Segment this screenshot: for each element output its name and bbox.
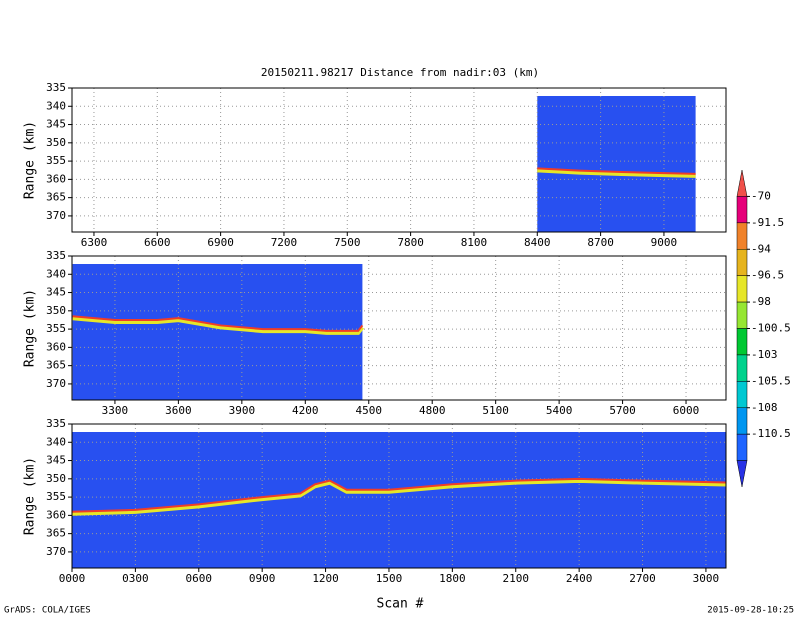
y-tick-label: 350 bbox=[46, 472, 66, 485]
x-tick-label: 0600 bbox=[186, 572, 213, 585]
colorbar-label: -108 bbox=[751, 401, 778, 414]
colorbar-swatch bbox=[736, 460, 748, 488]
y-tick-label: 350 bbox=[46, 136, 66, 149]
x-tick-label: 6300 bbox=[81, 236, 108, 249]
surface-echo bbox=[72, 315, 364, 332]
x-tick-label: 8400 bbox=[524, 236, 551, 249]
footer-left: GrADS: COLA/IGES bbox=[4, 606, 91, 616]
surface-echo-halo bbox=[537, 168, 696, 178]
x-tick-label: 2700 bbox=[629, 572, 656, 585]
y-tick-label: 360 bbox=[46, 508, 66, 521]
x-tick-label: 3300 bbox=[102, 404, 129, 417]
x-tick-label: 8700 bbox=[587, 236, 614, 249]
x-tick-label: 7800 bbox=[397, 236, 424, 249]
x-tick-label: 7500 bbox=[334, 236, 361, 249]
surface-echo-halo bbox=[71, 478, 727, 516]
x-tick-label: 4500 bbox=[356, 404, 383, 417]
colorbar-swatch bbox=[736, 275, 748, 303]
x-tick-label: 0300 bbox=[122, 572, 149, 585]
colorbar-label: -103 bbox=[751, 348, 778, 361]
x-tick-label: 4200 bbox=[292, 404, 319, 417]
colorbar-swatch bbox=[736, 222, 748, 250]
y-tick-label: 335 bbox=[46, 81, 66, 94]
y-tick-label: 365 bbox=[46, 359, 66, 372]
y-tick-label: 345 bbox=[46, 286, 66, 299]
y-tick-label: 340 bbox=[46, 267, 66, 280]
x-tick-label: 1800 bbox=[439, 572, 466, 585]
x-tick-label: 6900 bbox=[207, 236, 234, 249]
y-axis-label: Range (km) bbox=[23, 121, 38, 199]
x-tick-label: 3600 bbox=[165, 404, 192, 417]
colorbar-label: -105.5 bbox=[751, 374, 791, 387]
x-tick-label: 0000 bbox=[59, 572, 86, 585]
colorbar-swatch bbox=[736, 433, 748, 461]
colorbar-swatch bbox=[736, 354, 748, 382]
colorbar-label: -94 bbox=[751, 242, 771, 255]
x-tick-label: 8100 bbox=[461, 236, 488, 249]
y-tick-label: 360 bbox=[46, 340, 66, 353]
y-tick-label: 340 bbox=[46, 435, 66, 448]
y-tick-label: 355 bbox=[46, 322, 66, 335]
data-coverage bbox=[537, 96, 696, 232]
y-tick-label: 370 bbox=[46, 209, 66, 222]
surface-echo bbox=[71, 477, 727, 513]
plot-frame bbox=[71, 87, 727, 233]
colorbar-label: -96.5 bbox=[751, 269, 784, 282]
x-tick-label: 6000 bbox=[673, 404, 700, 417]
x-tick-label: 7200 bbox=[271, 236, 298, 249]
colorbar-label: -110.5 bbox=[751, 427, 791, 440]
colorbar-label: -70 bbox=[751, 189, 771, 202]
x-tick-label: 6600 bbox=[144, 236, 171, 249]
x-tick-label: 3900 bbox=[229, 404, 256, 417]
plot-frame bbox=[71, 255, 727, 401]
data-coverage bbox=[72, 432, 726, 568]
y-tick-label: 335 bbox=[46, 417, 66, 430]
y-tick-label: 355 bbox=[46, 490, 66, 503]
colorbar-swatch bbox=[736, 169, 748, 197]
y-tick-label: 345 bbox=[46, 454, 66, 467]
y-axis-label: Range (km) bbox=[23, 289, 38, 367]
y-tick-label: 355 bbox=[46, 154, 66, 167]
x-tick-label: 4800 bbox=[419, 404, 446, 417]
x-tick-label: 5700 bbox=[609, 404, 636, 417]
colorbar-swatch bbox=[736, 407, 748, 435]
x-tick-label: 5400 bbox=[546, 404, 573, 417]
plot-frame bbox=[71, 423, 727, 569]
y-axis-label: Range (km) bbox=[23, 457, 38, 535]
x-tick-label: 5100 bbox=[482, 404, 509, 417]
y-tick-label: 365 bbox=[46, 191, 66, 204]
y-tick-label: 345 bbox=[46, 118, 66, 131]
x-tick-label: 3000 bbox=[693, 572, 720, 585]
colorbar-swatch bbox=[736, 328, 748, 356]
x-tick-label: 2400 bbox=[566, 572, 593, 585]
y-tick-label: 340 bbox=[46, 99, 66, 112]
x-tick-label: 9000 bbox=[651, 236, 678, 249]
footer-right: 2015-09-28-10:25 bbox=[707, 606, 794, 616]
colorbar-swatch bbox=[736, 381, 748, 409]
y-tick-label: 370 bbox=[46, 545, 66, 558]
x-tick-label: 0900 bbox=[249, 572, 276, 585]
surface-echo bbox=[537, 167, 696, 175]
title: 20150211.98217 Distance from nadir:03 (k… bbox=[261, 66, 539, 79]
y-tick-label: 370 bbox=[46, 377, 66, 390]
y-tick-label: 365 bbox=[46, 527, 66, 540]
colorbar-label: -98 bbox=[751, 295, 771, 308]
colorbar-swatch bbox=[736, 301, 748, 329]
colorbar-label: -91.5 bbox=[751, 216, 784, 229]
x-tick-label: 1500 bbox=[376, 572, 403, 585]
x-tick-label: 1200 bbox=[312, 572, 339, 585]
colorbar-swatch bbox=[736, 249, 748, 276]
surface-echo-halo bbox=[72, 316, 364, 335]
y-tick-label: 335 bbox=[46, 249, 66, 262]
colorbar-label: -100.5 bbox=[751, 322, 791, 335]
colorbar-swatch bbox=[736, 196, 748, 224]
x-axis-label: Scan # bbox=[377, 597, 424, 612]
y-tick-label: 350 bbox=[46, 304, 66, 317]
x-tick-label: 2100 bbox=[502, 572, 529, 585]
y-tick-label: 360 bbox=[46, 172, 66, 185]
